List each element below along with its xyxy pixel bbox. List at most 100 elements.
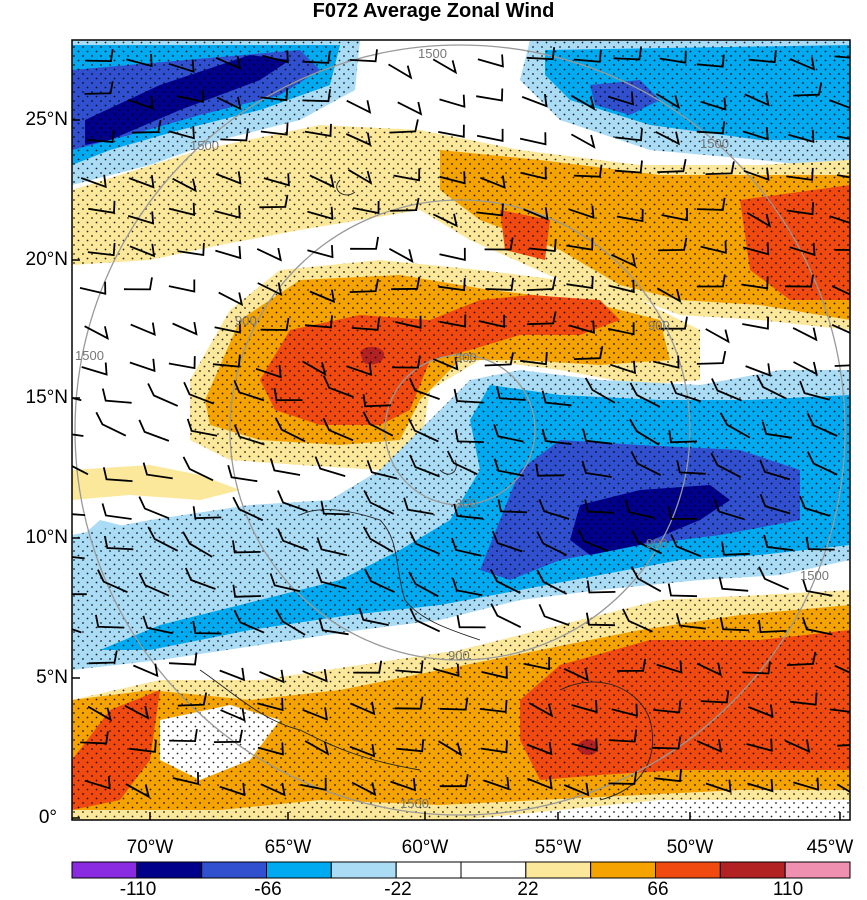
wind-barb <box>696 197 726 211</box>
wind-barb <box>362 411 394 437</box>
wind-barb <box>563 782 590 797</box>
colorbar-segment <box>784 861 851 879</box>
wind-barb <box>520 352 548 366</box>
wind-barb <box>493 424 524 443</box>
wind-barb <box>573 346 604 360</box>
wind-barb <box>478 314 506 328</box>
wind-barb <box>350 236 379 250</box>
wind-barb <box>275 609 306 636</box>
wind-barb <box>608 771 638 785</box>
wind-barb <box>322 375 354 398</box>
wind-barb <box>183 381 215 405</box>
wind-barb <box>661 208 688 222</box>
wind-barb <box>168 126 195 140</box>
wind-barb <box>586 580 616 594</box>
wind-barb <box>615 128 643 142</box>
wind-barb <box>806 412 838 437</box>
range-label-900: 900 <box>648 318 670 333</box>
wind-barb <box>349 49 378 63</box>
wind-barb <box>608 729 638 743</box>
wind-barb <box>124 705 150 720</box>
wind-barb <box>364 568 395 594</box>
wind-barb <box>147 526 179 552</box>
wind-barb <box>658 237 688 252</box>
lat-label-5: 5°N <box>36 667 68 688</box>
wind-barb <box>700 690 730 704</box>
colorbar-segment <box>330 861 397 879</box>
wind-barb <box>95 411 127 437</box>
wind-barb <box>213 729 243 743</box>
wind-barb <box>132 119 162 134</box>
wind-barb <box>785 274 814 288</box>
wind-barb <box>742 127 769 141</box>
wind-barb <box>538 498 570 520</box>
range-label-300-b: 300 <box>455 496 477 511</box>
wind-barb <box>799 380 830 401</box>
wind-barb <box>566 275 594 290</box>
wind-barb <box>192 506 222 520</box>
wind-barb <box>439 171 466 185</box>
wind-barb <box>705 161 735 175</box>
wind-barb <box>346 362 373 377</box>
wind-barb <box>142 615 173 635</box>
wind-barb <box>138 496 170 520</box>
wind-barb <box>568 205 595 219</box>
wind-barb <box>491 530 523 553</box>
wind-barb <box>346 99 372 114</box>
lat-label-0: 0° <box>38 807 57 828</box>
lon-label-55w: 55°W <box>534 837 582 858</box>
wind-barb <box>453 503 484 520</box>
wind-barb <box>696 350 727 365</box>
wind-barb <box>432 213 458 228</box>
wind-barb <box>168 279 196 293</box>
wind-barb <box>232 584 262 598</box>
wind-barb <box>834 249 850 251</box>
wind-barb <box>741 276 769 290</box>
wind-barb <box>353 660 383 674</box>
wind-barb <box>700 240 727 254</box>
wind-barb <box>452 578 483 597</box>
wind-barb <box>88 650 118 665</box>
wind-barb <box>263 173 290 187</box>
wind-barb <box>84 325 109 341</box>
wind-barb <box>172 177 197 193</box>
colorbar-label-66: 66 <box>647 879 669 900</box>
lat-label-10: 10°N <box>25 527 68 548</box>
wind-barb <box>257 742 284 756</box>
wind-barb <box>480 175 506 189</box>
wind-barb <box>363 490 395 515</box>
wind-barb <box>432 58 458 75</box>
wind-barb <box>103 535 134 551</box>
wind-barb <box>72 556 85 560</box>
wind-barb <box>345 132 372 147</box>
wind-barb <box>172 771 200 786</box>
wind-barb <box>394 696 424 710</box>
wind-barb <box>352 200 380 215</box>
wind-barb <box>192 620 222 635</box>
range-label-900-c: 900 <box>448 648 470 663</box>
wind-barb <box>834 664 850 674</box>
wind-barb <box>696 121 726 135</box>
wind-barb <box>756 374 787 400</box>
wind-barb <box>366 459 398 480</box>
wind-barb <box>581 460 612 478</box>
wind-barb <box>719 412 751 439</box>
wind-barb <box>184 567 216 590</box>
wind-barb <box>484 237 514 251</box>
wind-barb <box>182 531 213 558</box>
wind-barb <box>536 569 568 595</box>
wind-barb <box>668 430 698 444</box>
wind-barb <box>232 540 261 554</box>
wind-barb <box>232 496 264 522</box>
wind-barb <box>182 456 214 482</box>
wind-barb <box>307 245 334 259</box>
wind-barb <box>72 628 82 634</box>
wind-barb <box>84 776 111 790</box>
wind-barb <box>142 462 173 480</box>
wind-barb <box>631 529 662 555</box>
wind-barb <box>433 663 460 678</box>
range-label-1500-c: 1500 <box>190 138 219 153</box>
wind-barb <box>788 129 815 144</box>
wind-barb <box>72 593 87 596</box>
wind-barb <box>748 50 777 64</box>
